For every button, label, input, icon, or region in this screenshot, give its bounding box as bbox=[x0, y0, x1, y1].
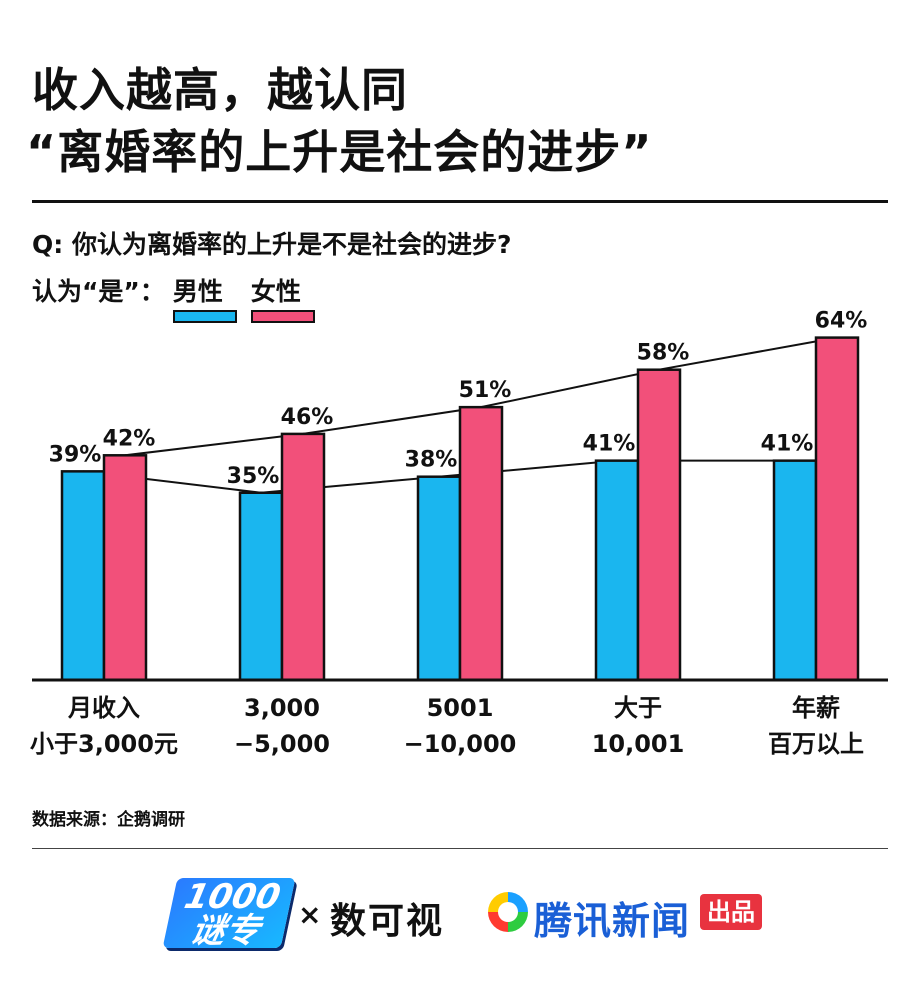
legend-label: 认为“是”： bbox=[32, 277, 165, 306]
category-label-2-1: −10,000 bbox=[404, 730, 517, 758]
title-divider bbox=[32, 200, 888, 203]
value-label-male-3: 41% bbox=[583, 432, 636, 457]
bar-female-1 bbox=[280, 432, 326, 682]
bar-male-2 bbox=[416, 475, 462, 682]
category-label-1-0: 3,000 bbox=[244, 694, 320, 722]
value-label-female-3: 58% bbox=[637, 341, 690, 366]
category-label-4-1: 百万以上 bbox=[768, 730, 864, 758]
bar-female-0 bbox=[102, 454, 148, 682]
footer-divider bbox=[32, 848, 888, 849]
legend-female-label: 女性 bbox=[250, 277, 301, 306]
legend-item-female: 女性 bbox=[250, 272, 315, 323]
bar-male-4 bbox=[772, 459, 818, 682]
category-label-1-1: −5,000 bbox=[234, 730, 330, 758]
legend: 认为“是”： 男性 女性 bbox=[32, 272, 315, 323]
category-label-0-1: 小于3,000元 bbox=[30, 730, 178, 758]
bar-female-4 bbox=[814, 336, 860, 682]
category-label-4-0: 年薪 bbox=[792, 694, 840, 722]
data-source: 数据来源：企鹅调研 bbox=[32, 810, 185, 830]
title-line-2: “离婚率的上升是社会的进步” bbox=[26, 125, 653, 179]
footer-logos: 1000谜专 × 数可视 腾讯新闻 出品 bbox=[0, 870, 919, 960]
bar-male-0 bbox=[60, 470, 106, 682]
bar-female-2 bbox=[458, 405, 504, 682]
logo-separator: × bbox=[298, 898, 322, 931]
value-label-female-0: 42% bbox=[103, 426, 156, 451]
value-label-female-4: 64% bbox=[815, 309, 868, 334]
value-label-female-2: 51% bbox=[459, 378, 512, 403]
bar-male-1 bbox=[238, 491, 284, 682]
category-label-2-0: 5001 bbox=[427, 694, 494, 722]
legend-female-swatch bbox=[250, 310, 315, 323]
logo-shukeshi: 数可视 bbox=[330, 901, 445, 942]
legend-item-male: 男性 bbox=[172, 272, 237, 323]
value-label-male-2: 38% bbox=[405, 448, 458, 473]
legend-male-swatch bbox=[172, 310, 237, 323]
category-label-3-1: 10,001 bbox=[592, 730, 685, 758]
category-label-3-0: 大于 bbox=[614, 694, 662, 722]
title-line-1: 收入越高，越认同 bbox=[32, 63, 408, 117]
value-label-male-1: 35% bbox=[227, 464, 280, 489]
bar-male-3 bbox=[594, 459, 640, 682]
survey-question: Q: 你认为离婚率的上升是不是社会的进步? bbox=[32, 230, 512, 259]
logo-tencent-news: 腾讯新闻 bbox=[534, 899, 691, 943]
logo-1000-mizhuan: 1000谜专 bbox=[162, 877, 296, 951]
category-label-0-0: 月收入 bbox=[67, 694, 140, 722]
tencent-news-icon bbox=[488, 892, 528, 932]
value-label-male-0: 39% bbox=[49, 442, 102, 467]
logo-badge-produced: 出品 bbox=[700, 894, 762, 930]
value-label-male-4: 41% bbox=[761, 432, 814, 457]
bar-female-3 bbox=[636, 368, 682, 682]
legend-male-label: 男性 bbox=[172, 277, 223, 306]
value-label-female-1: 46% bbox=[281, 405, 334, 430]
